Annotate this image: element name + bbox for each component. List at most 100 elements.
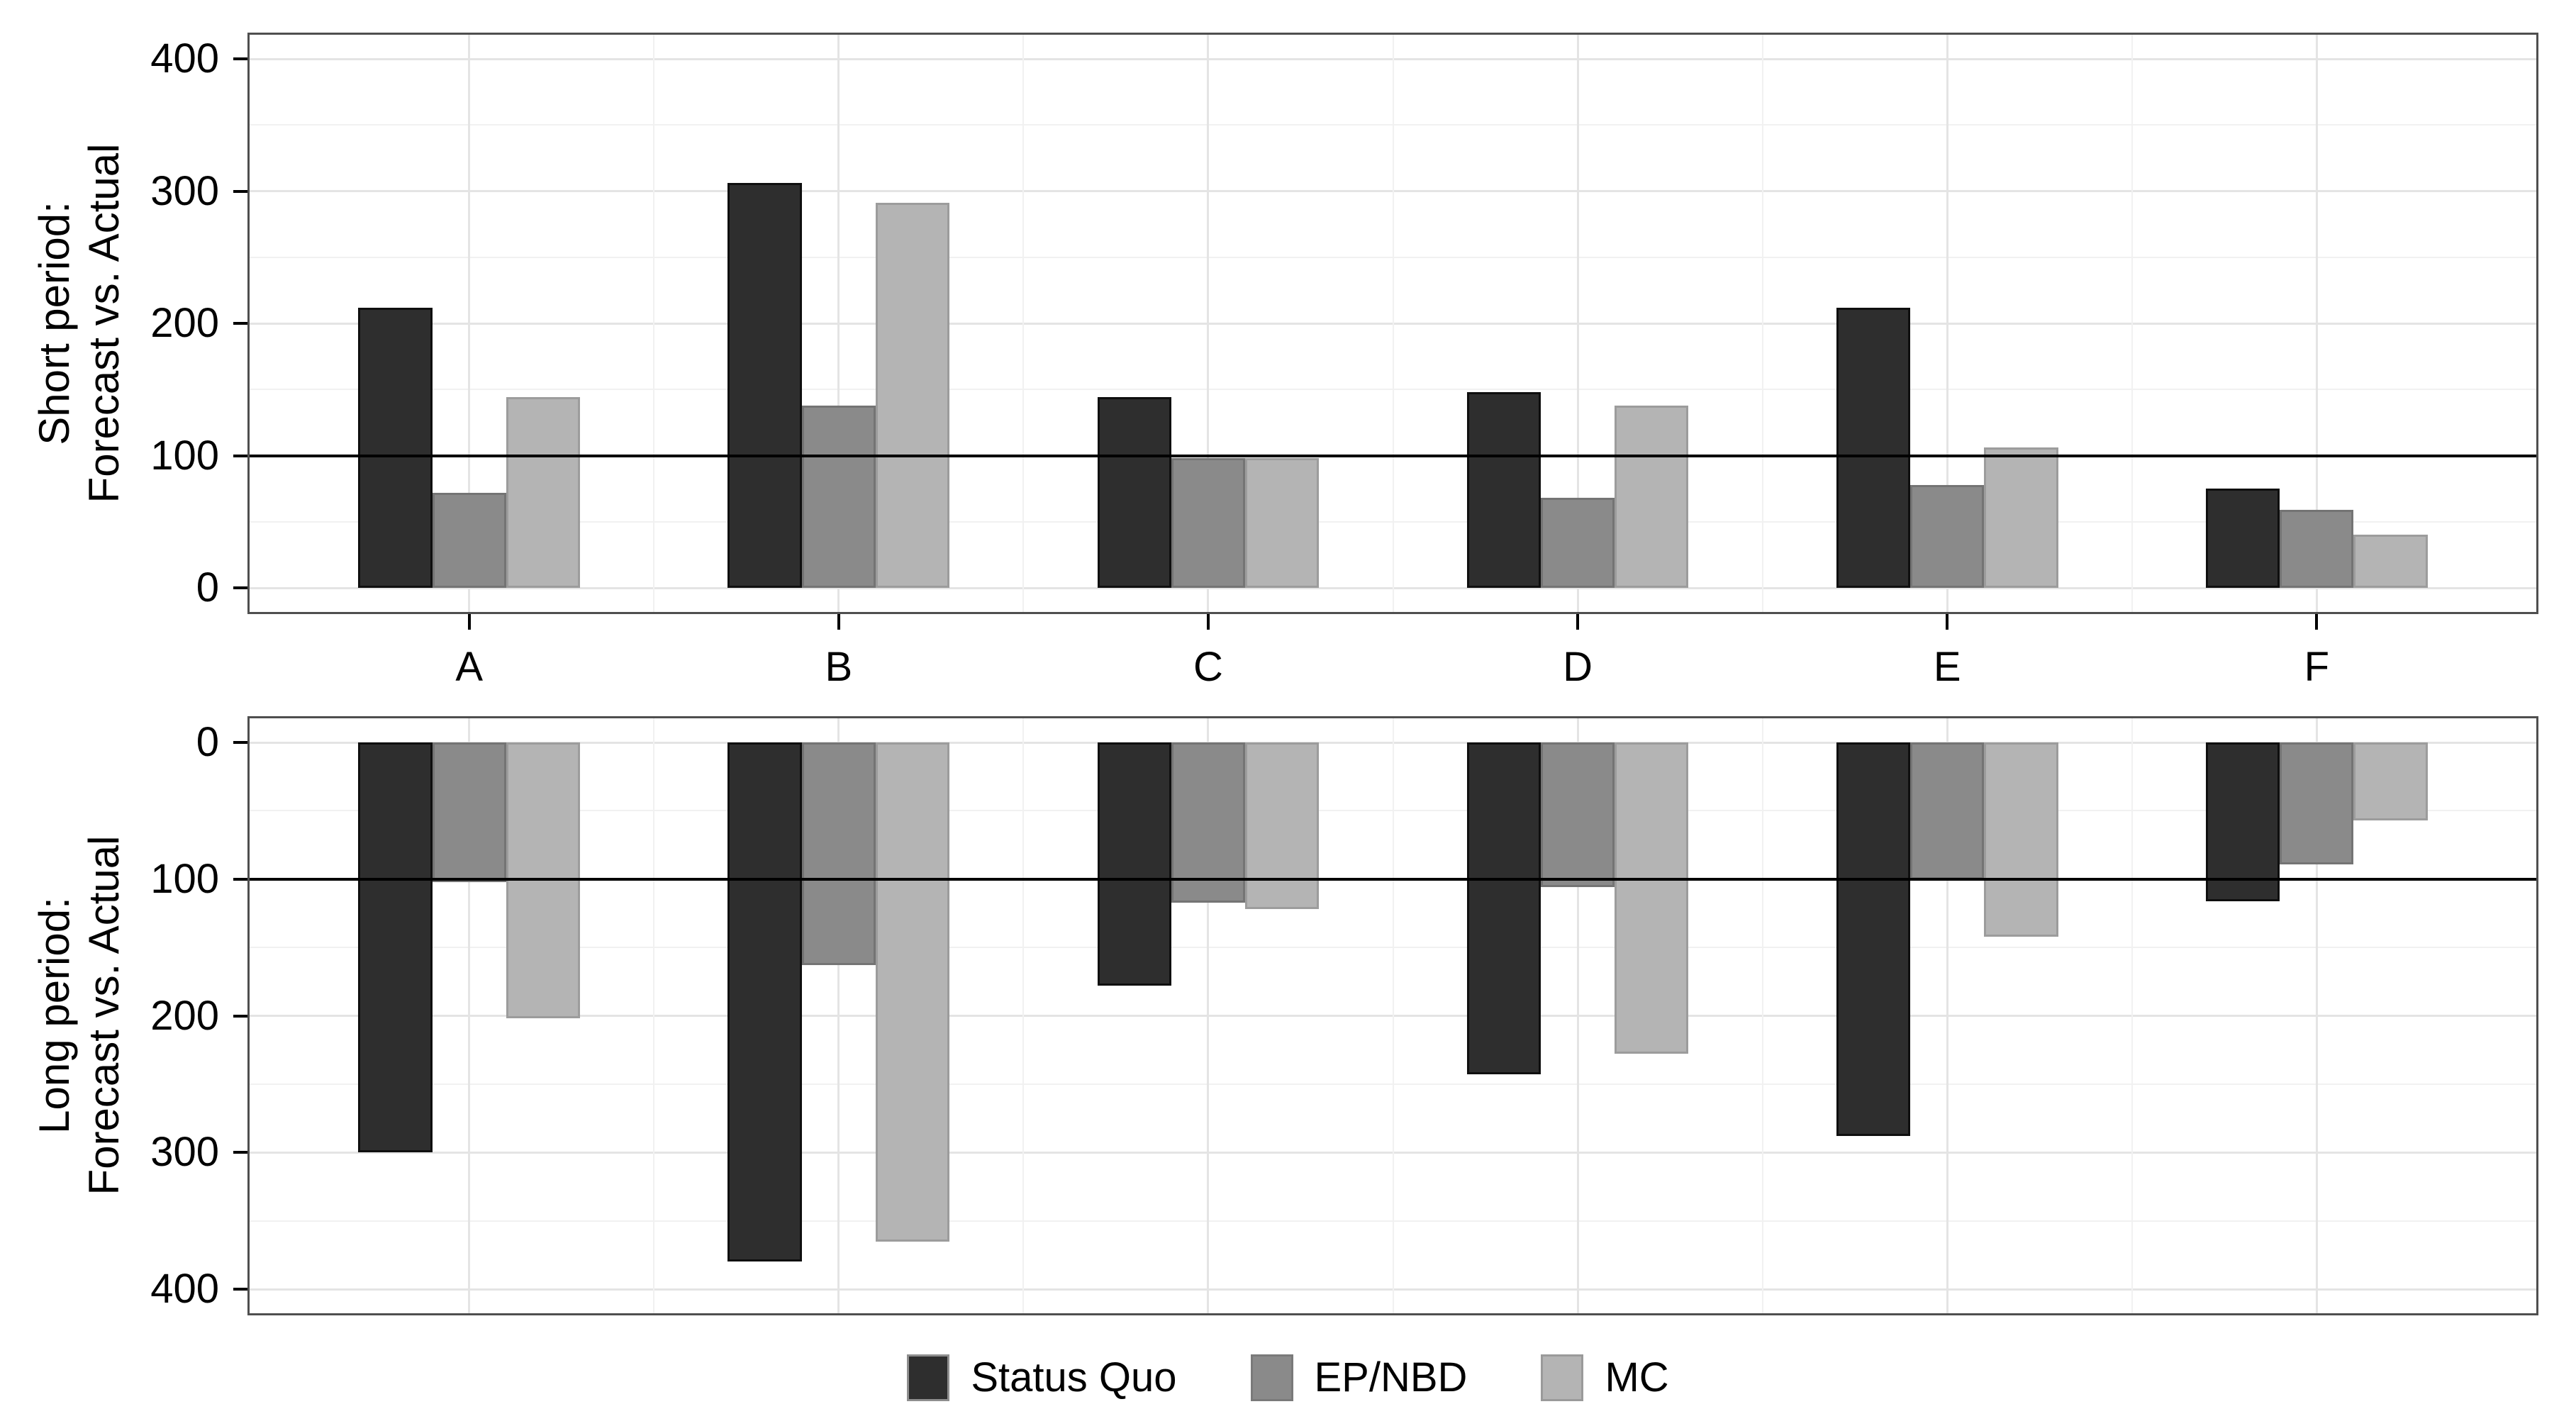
gridline-minor-x: [2131, 716, 2133, 1315]
bar-short-D-ep-nbd: [1540, 498, 1615, 588]
gridline-minor-x: [2131, 33, 2133, 614]
legend: Status Quo EP/NBD MC: [0, 1342, 2576, 1413]
x-category-label: E: [1933, 644, 1961, 690]
bar-short-C-mc: [1245, 458, 1320, 588]
bar-short-F-status-quo: [2205, 489, 2280, 588]
bar-short-A-ep-nbd: [432, 492, 506, 588]
x-axis-tick: [1576, 614, 1580, 630]
y-axis-tick: [233, 454, 247, 457]
bar-short-B-mc: [875, 203, 950, 588]
y-tick-label: 400: [150, 35, 219, 82]
legend-label: Status Quo: [971, 1354, 1177, 1400]
y-tick-label: 200: [150, 300, 219, 346]
panel-border-long: [247, 716, 2538, 1315]
y-tick-label: 0: [196, 719, 219, 765]
bar-long-B-mc: [875, 742, 950, 1242]
y-axis-tick: [233, 877, 247, 881]
y-tick-label: 300: [150, 167, 219, 214]
y-tick-label: 400: [150, 1266, 219, 1312]
bar-long-F-ep-nbd: [2280, 742, 2354, 864]
gridline-major-x: [1576, 716, 1579, 1315]
bar-short-D-status-quo: [1466, 391, 1541, 588]
gridline-major-x: [2315, 716, 2318, 1315]
bar-short-C-status-quo: [1097, 397, 1171, 588]
bar-long-F-mc: [2353, 742, 2428, 820]
gridline-minor-x: [1022, 33, 1025, 614]
bar-short-E-status-quo: [1836, 307, 1911, 588]
y-axis-title-long-line1: Long period:: [30, 897, 78, 1134]
y-tick-label: 300: [150, 1129, 219, 1176]
bar-long-A-ep-nbd: [432, 742, 506, 882]
bar-long-B-ep-nbd: [801, 742, 876, 966]
gridline-major-x: [1207, 716, 1210, 1315]
x-axis-tick: [1206, 614, 1210, 630]
bar-long-D-mc: [1615, 742, 1689, 1054]
bar-long-C-mc: [1245, 742, 1320, 910]
gridline-minor-x: [1392, 33, 1394, 614]
legend-label: MC: [1605, 1354, 1669, 1400]
x-axis-tick: [2315, 614, 2319, 630]
legend-swatch-icon: [1541, 1354, 1584, 1401]
bar-long-E-mc: [1984, 742, 2058, 937]
bar-long-A-status-quo: [358, 742, 433, 1153]
legend-swatch-icon: [1250, 1354, 1293, 1401]
y-axis-tick: [233, 189, 247, 193]
gridline-major-x: [2315, 33, 2318, 614]
y-axis-tick: [233, 57, 247, 60]
gridline-major-x: [1207, 33, 1210, 614]
x-category-label: C: [1193, 644, 1223, 690]
x-axis-tick: [467, 614, 471, 630]
gridline-minor-x: [653, 716, 655, 1315]
y-axis-tick: [233, 1288, 247, 1291]
gridline-minor-x: [1761, 716, 1763, 1315]
bar-short-B-ep-nbd: [801, 405, 876, 588]
gridline-minor-x: [1022, 716, 1025, 1315]
gridline-major-x: [837, 716, 840, 1315]
bar-long-C-ep-nbd: [1171, 742, 1246, 903]
bar-short-E-mc: [1984, 447, 2058, 588]
x-category-label: D: [1563, 644, 1593, 690]
legend-label: EP/NBD: [1314, 1354, 1468, 1400]
y-tick-label: 200: [150, 992, 219, 1039]
bar-short-F-mc: [2353, 535, 2428, 588]
legend-item-ep-nbd: EP/NBD: [1250, 1354, 1468, 1401]
gridline-minor-x: [1761, 33, 1763, 614]
y-axis-title-short-line1: Short period:: [30, 201, 78, 445]
gridline-major-x: [1576, 33, 1579, 614]
bar-long-C-status-quo: [1097, 742, 1171, 986]
bar-short-F-ep-nbd: [2280, 509, 2354, 588]
gridline-major-x: [468, 716, 471, 1315]
bar-long-D-status-quo: [1466, 742, 1541, 1075]
reference-line-100: [247, 877, 2538, 881]
x-axis-tick: [1946, 614, 1949, 630]
y-axis-tick: [233, 741, 247, 744]
y-axis-tick: [233, 1014, 247, 1018]
bar-long-E-status-quo: [1836, 742, 1911, 1137]
legend-item-status-quo: Status Quo: [907, 1354, 1177, 1401]
bar-short-E-ep-nbd: [1910, 484, 1985, 588]
y-tick-label: 0: [196, 564, 219, 611]
bar-long-E-ep-nbd: [1910, 742, 1985, 879]
bar-short-C-ep-nbd: [1171, 458, 1246, 588]
gridline-minor-x: [653, 33, 655, 614]
y-axis-tick: [233, 586, 247, 589]
bar-short-A-status-quo: [358, 307, 433, 588]
bar-long-B-status-quo: [727, 742, 802, 1262]
x-category-label: B: [825, 644, 853, 690]
gridline-major-x: [1946, 33, 1948, 614]
y-tick-label: 100: [150, 432, 219, 479]
bar-short-B-status-quo: [727, 183, 802, 588]
bar-short-A-mc: [506, 397, 580, 588]
gridline-minor-x: [1392, 716, 1394, 1315]
bar-long-D-ep-nbd: [1540, 742, 1615, 888]
legend-swatch-icon: [907, 1354, 950, 1401]
panel-border-short: [247, 33, 2538, 614]
bar-short-D-mc: [1615, 405, 1689, 588]
y-tick-label: 100: [150, 855, 219, 902]
legend-item-mc: MC: [1541, 1354, 1669, 1401]
gridline-major-x: [1946, 716, 1948, 1315]
x-category-label: A: [455, 644, 484, 690]
y-axis-tick: [233, 322, 247, 325]
gridline-major-x: [468, 33, 471, 614]
